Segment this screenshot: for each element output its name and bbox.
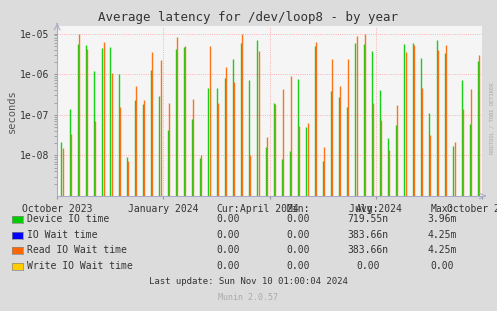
Text: 0.00: 0.00 [286,214,310,224]
Text: 0.00: 0.00 [430,261,454,271]
Text: 0.00: 0.00 [286,245,310,255]
Text: Last update: Sun Nov 10 01:00:04 2024: Last update: Sun Nov 10 01:00:04 2024 [149,277,348,286]
Text: Avg:: Avg: [356,204,380,214]
Text: 0.00: 0.00 [286,261,310,271]
Text: RRDTOOL / TOBI OETIKER: RRDTOOL / TOBI OETIKER [490,82,495,154]
Text: Min:: Min: [286,204,310,214]
Text: Munin 2.0.57: Munin 2.0.57 [219,293,278,301]
Text: IO Wait time: IO Wait time [27,230,98,240]
Text: 0.00: 0.00 [217,214,241,224]
Text: 4.25m: 4.25m [427,245,457,255]
Text: 3.96m: 3.96m [427,214,457,224]
Text: 719.55n: 719.55n [347,214,388,224]
Text: Cur:: Cur: [217,204,241,214]
Text: Write IO Wait time: Write IO Wait time [27,261,133,271]
Text: Average latency for /dev/loop8 - by year: Average latency for /dev/loop8 - by year [98,11,399,24]
Text: 0.00: 0.00 [286,230,310,240]
Text: Device IO time: Device IO time [27,214,109,224]
Text: 4.25m: 4.25m [427,230,457,240]
Y-axis label: seconds: seconds [7,89,17,133]
Text: 383.66n: 383.66n [347,230,388,240]
Text: 0.00: 0.00 [217,245,241,255]
Text: Read IO Wait time: Read IO Wait time [27,245,127,255]
Text: 0.00: 0.00 [217,230,241,240]
Text: 0.00: 0.00 [217,261,241,271]
Text: 383.66n: 383.66n [347,245,388,255]
Text: 0.00: 0.00 [356,261,380,271]
Text: Max:: Max: [430,204,454,214]
